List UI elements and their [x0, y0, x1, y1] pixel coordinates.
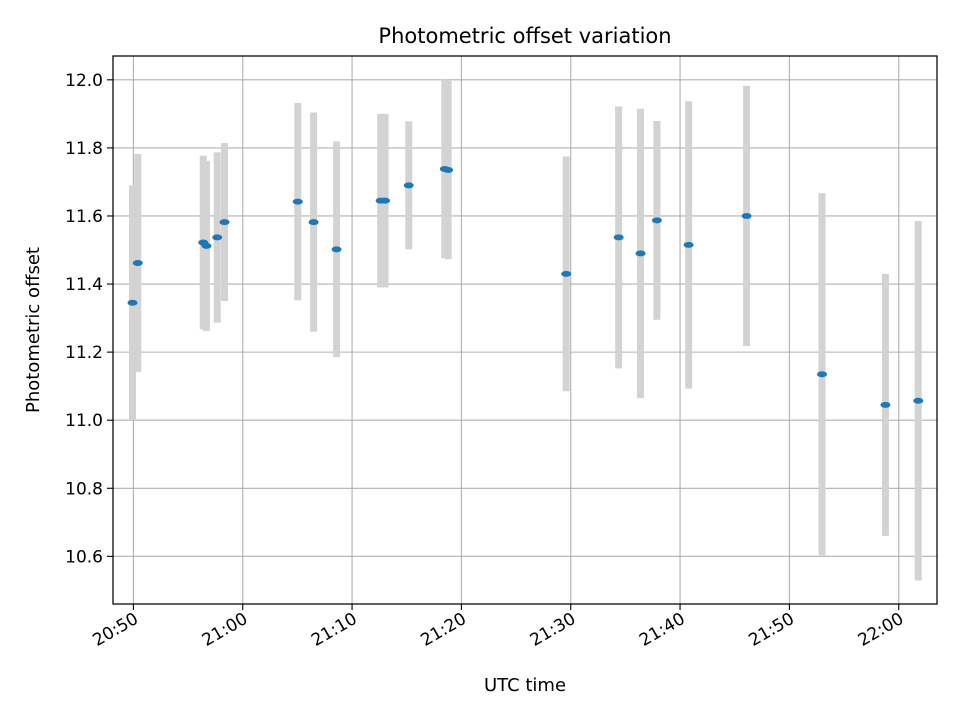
x-tick-label: 21:40 [636, 609, 688, 651]
grid [113, 56, 937, 604]
y-tick-label: 11.6 [65, 207, 103, 227]
y-tick-label: 11.0 [65, 411, 103, 431]
data-point [292, 198, 303, 205]
data-point [127, 299, 138, 306]
data-point [403, 182, 414, 189]
y-tick-label: 10.8 [65, 479, 103, 499]
y-axis-label: Photometric offset [23, 247, 44, 413]
data-point [443, 167, 454, 174]
data-point [380, 197, 391, 204]
plot-area-frame [112, 55, 938, 605]
data-point [683, 241, 694, 248]
x-tick-label: 21:30 [527, 609, 579, 651]
y-tick-label: 12.0 [65, 71, 103, 91]
data-point [913, 397, 924, 404]
y-tick-label: 11.4 [65, 275, 103, 295]
x-tick-label: 21:50 [745, 609, 797, 651]
errorbars [128, 79, 922, 581]
data-point [308, 219, 319, 226]
x-tick-label: 22:00 [855, 609, 907, 651]
y-tick-label: 11.8 [65, 139, 103, 159]
data-point [132, 259, 143, 266]
chart-title: Photometric offset variation [378, 24, 671, 48]
y-tick-label: 11.2 [65, 343, 103, 363]
data-point [817, 371, 828, 378]
data-point [741, 212, 752, 219]
data-point [212, 234, 223, 241]
data-point [561, 270, 572, 277]
data-point [331, 246, 342, 253]
x-tick-label: 21:20 [417, 609, 469, 651]
data-point [635, 250, 646, 257]
data-point [880, 401, 891, 408]
data-point [613, 234, 624, 241]
data-point [651, 217, 662, 224]
x-tick-label: 21:00 [199, 609, 251, 651]
y-axis-ticks: 10.6 10.8 11.0 11.2 11.4 11.6 11.8 12.0 [65, 71, 113, 567]
data-point [201, 242, 212, 249]
data-points [127, 166, 924, 408]
x-axis-ticks: 20:50 21:00 21:10 21:20 21:30 21:40 21:50 22:00 [89, 604, 907, 651]
y-tick-label: 10.6 [65, 547, 103, 567]
data-point [219, 219, 230, 226]
x-tick-label: 20:50 [89, 609, 141, 651]
x-tick-label: 21:10 [308, 609, 360, 651]
x-axis-label: UTC time [484, 675, 566, 696]
